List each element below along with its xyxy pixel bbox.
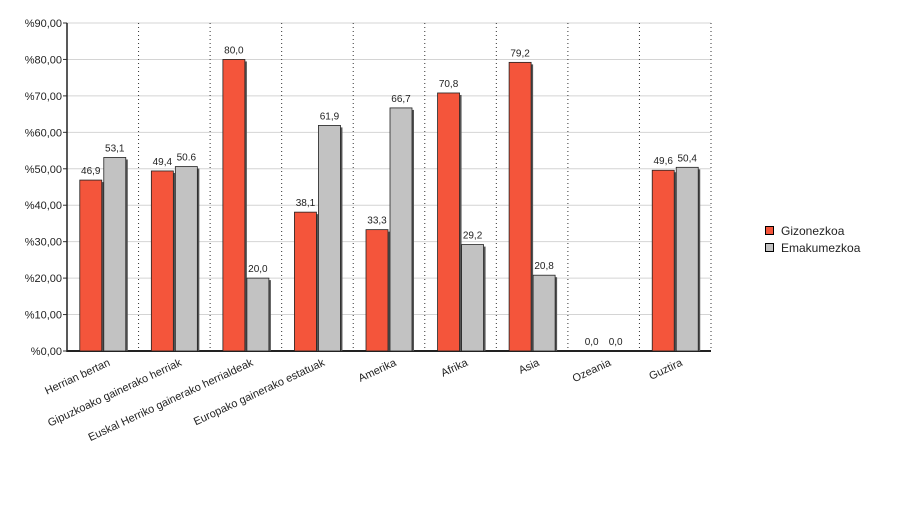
bar-value-label: 70,8	[439, 79, 459, 90]
legend-label-emakumezkoa: Emakumezkoa	[781, 240, 861, 255]
y-tick-label: %0,00	[31, 346, 62, 358]
bar-value-label: 20,0	[248, 264, 268, 275]
y-tick-label: %30,00	[25, 237, 62, 249]
bar	[437, 92, 460, 352]
bar	[389, 107, 413, 352]
x-tick-label: Asia	[517, 356, 542, 376]
bar-value-label: 38,1	[296, 198, 316, 209]
bar	[79, 179, 103, 352]
bar	[651, 169, 675, 352]
bar-value-label: 50.6	[177, 153, 197, 164]
bar-value-label: 53,1	[105, 143, 125, 154]
legend-swatch-gizonezkoa	[765, 226, 774, 235]
bar	[365, 229, 389, 352]
y-tick-label: %90,00	[25, 18, 62, 30]
x-tick-label: Herrian bertan	[43, 357, 112, 398]
y-tick-label: %20,00	[25, 273, 62, 285]
y-tick-label: %80,00	[25, 54, 62, 66]
legend-swatch-emakumezkoa	[765, 243, 774, 252]
x-tick-label: Amerika	[357, 356, 399, 384]
bar-value-label: 49,4	[153, 157, 173, 168]
x-tick-label: Afrika	[439, 356, 470, 379]
bar	[461, 244, 484, 352]
bar-value-label: 46,9	[81, 166, 101, 177]
y-tick-label: %70,00	[25, 91, 62, 103]
bar-value-label: 80,0	[224, 45, 244, 56]
bar-value-label: 33,3	[367, 216, 387, 227]
y-tick-label: %50,00	[25, 164, 62, 176]
x-tick-label: Gipuzkoako gainerako herriak	[46, 357, 184, 430]
legend-item-gizonezkoa: Gizonezkoa	[765, 222, 860, 239]
x-tick-label: Ozeania	[571, 356, 614, 385]
y-tick-label: %10,00	[25, 310, 62, 322]
legend-item-emakumezkoa: Emakumezkoa	[765, 239, 860, 256]
bar	[246, 277, 270, 352]
bar-value-label: 0,0	[585, 337, 599, 348]
bar	[222, 59, 246, 352]
bar	[150, 170, 174, 352]
bar	[174, 166, 198, 352]
bar-value-label: 20,8	[534, 261, 554, 272]
legend-label-gizonezkoa: Gizonezkoa	[781, 223, 845, 238]
y-tick-label: %40,00	[25, 200, 62, 212]
bar-value-label: 0,0	[609, 337, 623, 348]
bar	[318, 125, 341, 352]
x-tick-label: Guztira	[647, 356, 685, 382]
bar	[508, 61, 532, 352]
bar-value-label: 49,6	[653, 156, 673, 167]
y-tick-label: %60,00	[25, 127, 62, 139]
chart-legend: Gizonezkoa Emakumezkoa	[765, 222, 860, 256]
bar-value-label: 79,2	[510, 48, 530, 59]
bar	[103, 157, 127, 352]
bar	[675, 166, 699, 352]
bar-value-label: 61,9	[320, 111, 340, 122]
bar-value-label: 66,7	[391, 94, 411, 105]
x-tick-label: Europako gainerako estatuak	[192, 357, 327, 429]
bar-value-label: 29,2	[463, 231, 483, 242]
bar	[532, 274, 556, 352]
bar	[294, 211, 317, 352]
bar-value-label: 50,4	[677, 153, 697, 164]
